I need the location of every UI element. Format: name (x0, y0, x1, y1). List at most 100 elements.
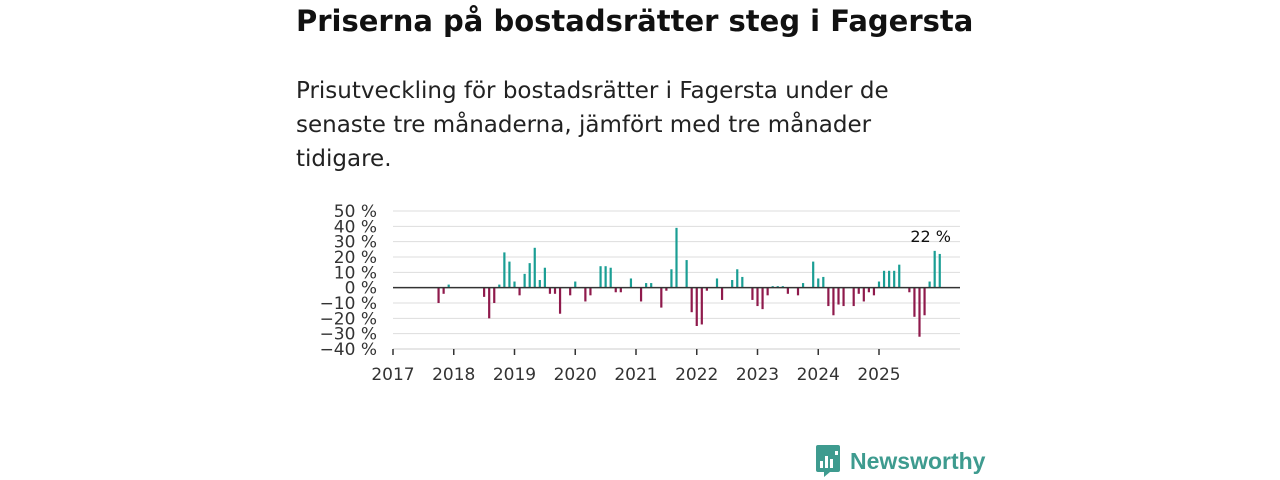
bar (812, 261, 815, 288)
bar (488, 287, 491, 319)
y-tick-label: 0 % (345, 279, 377, 299)
bar (670, 269, 673, 288)
bar (609, 267, 612, 288)
bar (518, 287, 521, 296)
bar (513, 281, 516, 288)
bar (553, 287, 557, 294)
bar (574, 281, 577, 288)
y-tick-label: −10 % (320, 294, 377, 314)
bar (483, 287, 486, 297)
bar (498, 284, 501, 288)
bar (908, 287, 911, 293)
x-tick-label: 2020 (554, 365, 597, 385)
latest-value-label: 22 % (910, 227, 951, 246)
bar (852, 287, 855, 307)
bar (751, 287, 754, 300)
bar (604, 266, 607, 288)
x-tick-label: 2017 (371, 365, 414, 385)
y-tick-label: 40 % (334, 217, 377, 237)
bar (528, 263, 531, 288)
bar (665, 287, 668, 291)
newsworthy-logo-icon (816, 445, 840, 477)
bar (715, 278, 719, 288)
bar (938, 253, 941, 288)
bar (877, 281, 881, 288)
bar (898, 264, 901, 288)
bar (781, 286, 784, 288)
bar (629, 278, 633, 288)
bar (761, 287, 764, 310)
bar (523, 273, 526, 288)
bar (923, 287, 926, 316)
x-tick-label: 2024 (797, 365, 840, 385)
y-tick-label: 20 % (334, 248, 377, 268)
bar (741, 276, 744, 288)
bar (508, 261, 511, 288)
bar (736, 269, 739, 288)
bar (705, 287, 708, 291)
bar (614, 287, 617, 293)
bar (857, 287, 860, 294)
y-tick-label: −30 % (320, 325, 377, 345)
bar (827, 287, 830, 307)
bar (447, 284, 450, 288)
bar (776, 286, 779, 288)
y-tick-label: −40 % (320, 340, 377, 360)
x-tick-label: 2018 (432, 365, 475, 385)
bar (639, 287, 643, 302)
bar (548, 287, 552, 294)
bar (786, 287, 789, 294)
y-tick-label: −20 % (320, 309, 377, 329)
x-tick-label: 2019 (493, 365, 536, 385)
bar (584, 287, 587, 302)
bar (842, 287, 845, 307)
bar (685, 260, 688, 288)
bar (589, 287, 592, 296)
bar (888, 270, 891, 288)
x-tick-label: 2025 (857, 365, 900, 385)
bar (695, 287, 698, 326)
brand-logo: Newsworthy (814, 444, 985, 478)
bar (720, 287, 724, 300)
bar (558, 287, 562, 314)
bar (731, 280, 734, 288)
bar (817, 278, 820, 288)
bar (862, 287, 865, 302)
bar (867, 287, 870, 293)
bar (893, 270, 896, 288)
bar (913, 287, 916, 317)
y-axis-ticks: 50 %40 %30 %20 %10 %0 %−10 %−20 %−30 %−4… (320, 202, 377, 360)
bar (832, 287, 835, 316)
x-axis-ticks: 2017 2018 2019 2020 2021 2022 2023 2024 2025 (371, 349, 901, 385)
bar (690, 287, 693, 313)
bar (493, 287, 496, 303)
x-tick-label: 2022 (675, 365, 718, 385)
chart-subtitle: Prisutveckling för bostadsrätter i Fager… (296, 78, 889, 172)
y-tick-label: 30 % (334, 233, 377, 253)
bar (700, 287, 703, 325)
bar (533, 247, 536, 288)
bar (645, 283, 648, 288)
bar (599, 266, 602, 288)
bar (675, 227, 678, 288)
bar (503, 252, 506, 288)
bar (442, 287, 445, 294)
bar (437, 287, 440, 303)
y-tick-label: 10 % (334, 263, 377, 283)
bar (837, 287, 840, 305)
bar (771, 286, 774, 288)
bar (766, 287, 769, 296)
x-tick-label: 2023 (736, 365, 779, 385)
y-tick-label: 50 % (334, 202, 377, 222)
chart-title: Priserna på bostadsrätter steg i Fagerst… (296, 4, 974, 38)
bar (650, 283, 653, 288)
bar (918, 287, 921, 337)
bar (619, 287, 622, 293)
bar (801, 283, 805, 288)
bar (928, 281, 931, 288)
bar (660, 287, 663, 308)
x-tick-label: 2021 (614, 365, 657, 385)
bar (569, 287, 572, 296)
bar (756, 287, 759, 307)
bars (437, 227, 941, 337)
